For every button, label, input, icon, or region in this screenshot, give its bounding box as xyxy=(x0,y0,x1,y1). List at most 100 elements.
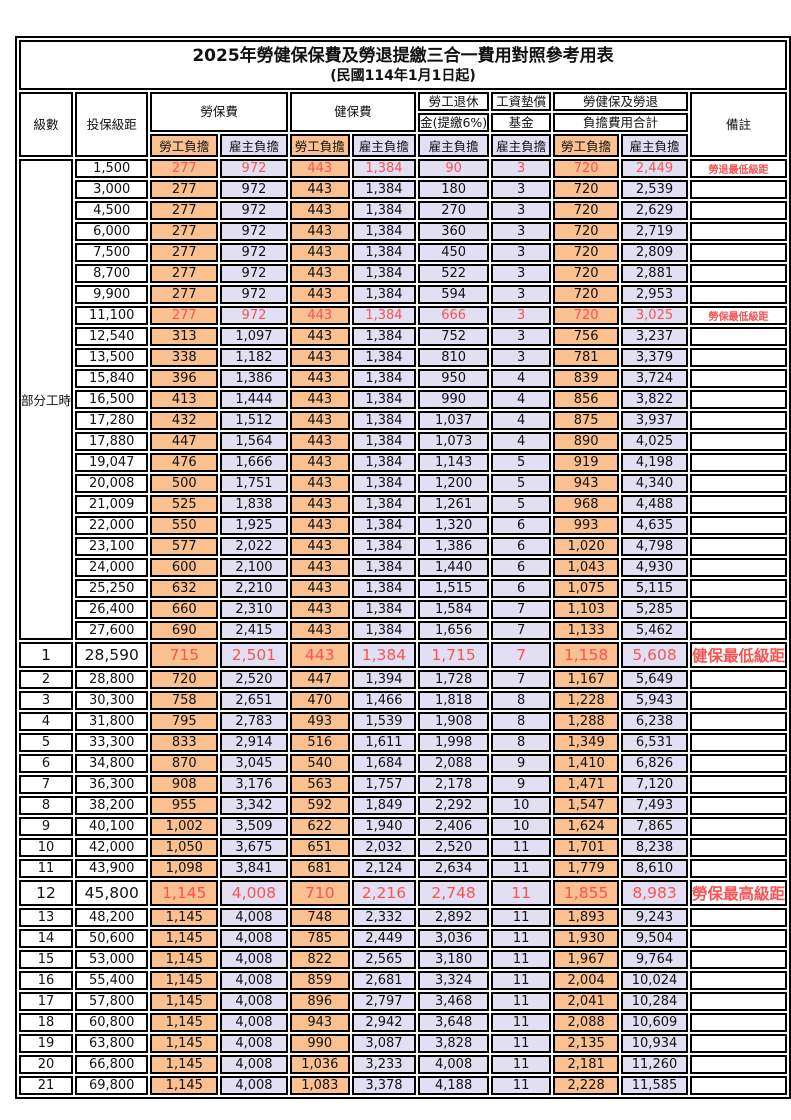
cell-labor-employee: 1,145 xyxy=(150,908,219,927)
cell-labor-employee: 577 xyxy=(150,537,219,556)
table-row: 11 43,900 1,098 3,841 681 2,124 2,634 11 1,779 8,… xyxy=(19,859,787,878)
cell-total-employer: 6,826 xyxy=(621,754,688,773)
cell-salary: 60,800 xyxy=(75,1013,149,1032)
cell-health-employee: 443 xyxy=(289,474,350,493)
cell-health-employer: 1,384 xyxy=(351,453,417,472)
cell-total-employer: 3,237 xyxy=(621,327,688,346)
cell-labor-employee: 833 xyxy=(150,733,219,752)
cell-remark: 勞保最高級距 xyxy=(689,880,787,906)
cell-pension-employer: 2,292 xyxy=(418,796,490,815)
cell-total-employee: 720 xyxy=(553,201,620,220)
cell-remark: 勞退最低級距 xyxy=(689,159,787,178)
table-row: 20 66,800 1,145 4,008 1,036 3,233 4,008 11 2,181… xyxy=(19,1055,787,1074)
cell-labor-employer: 972 xyxy=(220,264,288,283)
cell-total-employee: 2,135 xyxy=(553,1034,620,1053)
cell-health-employer: 1,384 xyxy=(351,243,417,262)
cell-labor-employee: 277 xyxy=(150,285,219,304)
cell-health-employee: 443 xyxy=(289,180,350,199)
table-row: 17,880 447 1,564 443 1,384 1,073 4 890 4,025 xyxy=(19,432,787,451)
cell-wagefund-employer: 10 xyxy=(491,796,552,815)
cell-pension-employer: 1,037 xyxy=(418,411,490,430)
cell-health-employer: 2,565 xyxy=(351,950,417,969)
table-row: 9,900 277 972 443 1,384 594 3 720 2,953 xyxy=(19,285,787,304)
cell-pension-employer: 360 xyxy=(418,222,490,241)
cell-labor-employer: 1,666 xyxy=(220,453,288,472)
cell-pension-employer: 1,584 xyxy=(418,600,490,619)
cell-health-employee: 443 xyxy=(289,243,350,262)
table-row: 9 40,100 1,002 3,509 622 1,940 2,406 10 1,624 7,8… xyxy=(19,817,787,836)
cell-salary: 12,540 xyxy=(75,327,149,346)
cell-salary: 3,000 xyxy=(75,180,149,199)
cell-labor-employer: 4,008 xyxy=(220,1076,288,1095)
cell-total-employee: 1,133 xyxy=(553,621,620,640)
table-row: 22,000 550 1,925 443 1,384 1,320 6 993 4,635 xyxy=(19,516,787,535)
cell-labor-employee: 690 xyxy=(150,621,219,640)
cell-pension-employer: 4,008 xyxy=(418,1055,490,1074)
cell-level: 19 xyxy=(19,1034,74,1053)
cell-total-employee: 720 xyxy=(553,180,620,199)
cell-salary: 55,400 xyxy=(75,971,149,990)
cell-salary: 34,800 xyxy=(75,754,149,773)
cell-wagefund-employer: 8 xyxy=(491,712,552,731)
cell-salary: 42,000 xyxy=(75,838,149,857)
cell-wagefund-employer: 4 xyxy=(491,411,552,430)
cell-pension-employer: 3,180 xyxy=(418,950,490,969)
cell-labor-employer: 972 xyxy=(220,243,288,262)
cell-health-employee: 443 xyxy=(289,327,350,346)
cell-salary: 69,800 xyxy=(75,1076,149,1095)
cell-pension-employer: 2,520 xyxy=(418,838,490,857)
table-row: 18 60,800 1,145 4,008 943 2,942 3,648 11 2,088 10… xyxy=(19,1013,787,1032)
cell-remark xyxy=(689,411,787,430)
cell-total-employee: 1,288 xyxy=(553,712,620,731)
cell-health-employee: 681 xyxy=(289,859,350,878)
cell-pension-employer: 810 xyxy=(418,348,490,367)
cell-health-employer: 1,394 xyxy=(351,670,417,689)
cell-health-employee: 443 xyxy=(289,516,350,535)
table-row: 17 57,800 1,145 4,008 896 2,797 3,468 11 2,041 10… xyxy=(19,992,787,1011)
cell-labor-employee: 600 xyxy=(150,558,219,577)
table-row: 8 38,200 955 3,342 592 1,849 2,292 10 1,547 7,493 xyxy=(19,796,787,815)
cell-labor-employer: 2,210 xyxy=(220,579,288,598)
cell-labor-employer: 4,008 xyxy=(220,929,288,948)
cell-wagefund-employer: 6 xyxy=(491,516,552,535)
header-total-line1: 勞健保及勞退 xyxy=(553,92,688,111)
table-row: 5 33,300 833 2,914 516 1,611 1,998 8 1,349 6,531 xyxy=(19,733,787,752)
cell-health-employer: 3,233 xyxy=(351,1055,417,1074)
cell-remark: 勞保最低級距 xyxy=(689,306,787,325)
cell-health-employer: 1,466 xyxy=(351,691,417,710)
cell-health-employee: 592 xyxy=(289,796,350,815)
cell-health-employer: 1,384 xyxy=(351,306,417,325)
cell-remark xyxy=(689,285,787,304)
cell-total-employee: 2,041 xyxy=(553,992,620,1011)
cell-health-employee: 1,036 xyxy=(289,1055,350,1074)
cell-wagefund-employer: 11 xyxy=(491,838,552,857)
cell-salary: 26,400 xyxy=(75,600,149,619)
table-row: 21,009 525 1,838 443 1,384 1,261 5 968 4,488 xyxy=(19,495,787,514)
cell-labor-employee: 1,145 xyxy=(150,1034,219,1053)
cell-labor-employee: 1,145 xyxy=(150,1013,219,1032)
cell-labor-employee: 1,145 xyxy=(150,929,219,948)
cell-salary: 66,800 xyxy=(75,1055,149,1074)
cell-remark xyxy=(689,579,787,598)
table-row: 20,008 500 1,751 443 1,384 1,200 5 943 4,340 xyxy=(19,474,787,493)
cell-total-employee: 1,349 xyxy=(553,733,620,752)
cell-total-employee: 2,004 xyxy=(553,971,620,990)
cell-wagefund-employer: 6 xyxy=(491,537,552,556)
cell-pension-employer: 90 xyxy=(418,159,490,178)
cell-labor-employer: 4,008 xyxy=(220,950,288,969)
cell-wagefund-employer: 10 xyxy=(491,817,552,836)
cell-health-employee: 443 xyxy=(289,453,350,472)
subheader-health-employer: 雇主負擔 xyxy=(351,134,417,157)
cell-level: 18 xyxy=(19,1013,74,1032)
table-row: 21 69,800 1,145 4,008 1,083 3,378 4,188 11 2,228… xyxy=(19,1076,787,1095)
cell-wagefund-employer: 7 xyxy=(491,642,552,668)
cell-wagefund-employer: 4 xyxy=(491,432,552,451)
cell-labor-employee: 277 xyxy=(150,180,219,199)
cell-remark xyxy=(689,691,787,710)
cell-total-employer: 4,198 xyxy=(621,453,688,472)
cell-salary: 43,900 xyxy=(75,859,149,878)
cell-labor-employee: 1,002 xyxy=(150,817,219,836)
cell-health-employee: 493 xyxy=(289,712,350,731)
subheader-pension-employer: 雇主負擔 xyxy=(418,134,490,157)
table-row: 10 42,000 1,050 3,675 651 2,032 2,520 11 1,701 8,… xyxy=(19,838,787,857)
